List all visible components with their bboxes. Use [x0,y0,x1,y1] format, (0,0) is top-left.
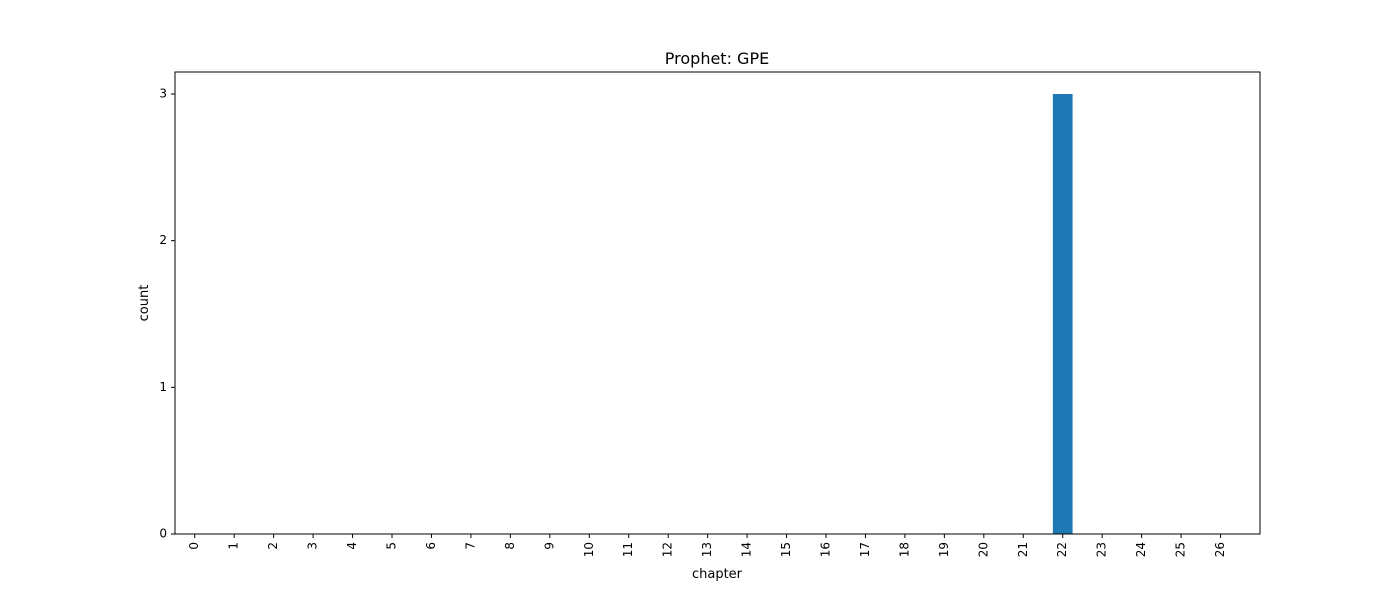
y-tick-label: 2 [159,233,167,247]
x-tick-label: 4 [345,542,359,550]
bars-group [1052,94,1073,534]
x-tick-label: 7 [463,542,477,550]
x-tick-label: 16 [819,542,833,557]
x-axis-ticks: 0 1 2 3 4 5 6 7 8 9 10 11 12 13 14 15 16 17 18 19 20 21 22 23 24… [187,534,1227,557]
y-tick-label: 1 [159,380,167,394]
x-tick-label: 1 [227,542,241,550]
x-tick-label: 24 [1134,542,1148,557]
x-tick-label: 19 [937,542,951,557]
x-tick-label: 22 [1055,542,1069,557]
x-tick-label: 0 [187,542,201,550]
y-axis-ticks: 0 1 2 3 [159,87,175,541]
x-tick-label: 13 [700,542,714,557]
x-tick-label: 23 [1095,542,1109,557]
x-tick-label: 5 [385,542,399,550]
plot-area-frame [174,71,1261,535]
x-tick-label: 11 [621,542,635,557]
y-tick-label: 3 [159,87,167,101]
x-tick-label: 2 [266,542,280,550]
bar-chapter-22 [1052,94,1073,534]
x-tick-label: 26 [1213,542,1227,557]
x-tick-label: 21 [1016,542,1030,557]
x-tick-label: 14 [740,542,754,557]
x-tick-label: 25 [1174,542,1188,557]
x-tick-label: 18 [897,542,911,557]
chart-title: Prophet: GPE [665,49,769,68]
y-axis-label: count [137,285,152,322]
x-tick-label: 8 [503,542,517,550]
x-tick-label: 15 [779,542,793,557]
x-tick-label: 12 [661,542,675,557]
x-tick-label: 6 [424,542,438,550]
x-tick-label: 10 [582,542,596,557]
x-tick-label: 3 [306,542,320,550]
x-tick-label: 17 [858,542,872,557]
x-tick-label: 20 [976,542,990,557]
y-tick-label: 0 [159,527,167,541]
x-tick-label: 9 [542,542,556,550]
x-axis-label: chapter [692,567,743,582]
